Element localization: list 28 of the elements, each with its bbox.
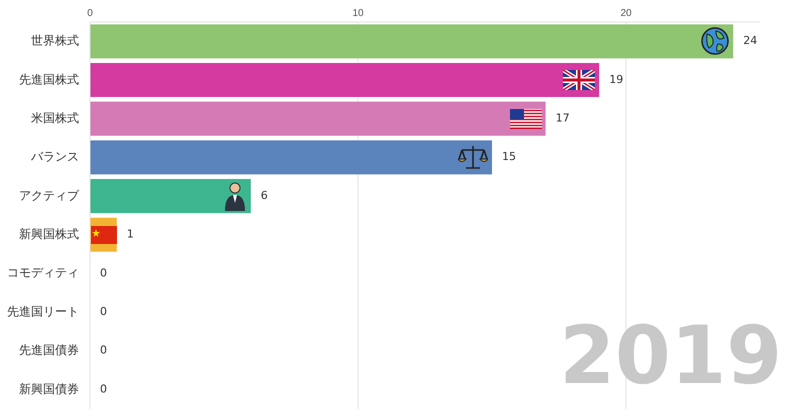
bar <box>90 63 600 98</box>
data-label: 19 <box>609 72 624 86</box>
data-label: 0 <box>100 382 107 396</box>
x-tick-label: 20 <box>620 8 632 19</box>
y-tick-label: 先進国債券 <box>19 343 79 358</box>
x-tick-label: 0 <box>87 8 94 19</box>
bar <box>90 24 734 58</box>
y-tick-label: コモディティ <box>7 266 79 280</box>
data-label: 6 <box>260 188 268 202</box>
data-label: 17 <box>556 112 570 125</box>
y-tick-label: 新興国株式 <box>19 227 79 242</box>
data-label: 24 <box>743 34 758 48</box>
data-label: 0 <box>100 266 107 280</box>
y-tick-label: アクティブ <box>19 188 80 202</box>
y-tick-label: 世界株式 <box>31 34 79 48</box>
bar <box>90 140 492 174</box>
y-tick-label: 米国株式 <box>31 111 79 126</box>
data-label: 1 <box>126 228 134 241</box>
data-label: 0 <box>100 344 107 357</box>
data-label: 0 <box>100 304 107 318</box>
data-label: 15 <box>502 150 516 164</box>
bar <box>90 102 546 136</box>
y-tick-label: バランス <box>30 150 79 164</box>
x-tick-label: 10 <box>352 8 364 19</box>
y-tick-label: 新興国債券 <box>19 382 79 396</box>
bar <box>90 179 251 214</box>
y-tick-label: 先進国リート <box>7 304 79 318</box>
y-tick-label: 先進国株式 <box>19 72 79 86</box>
